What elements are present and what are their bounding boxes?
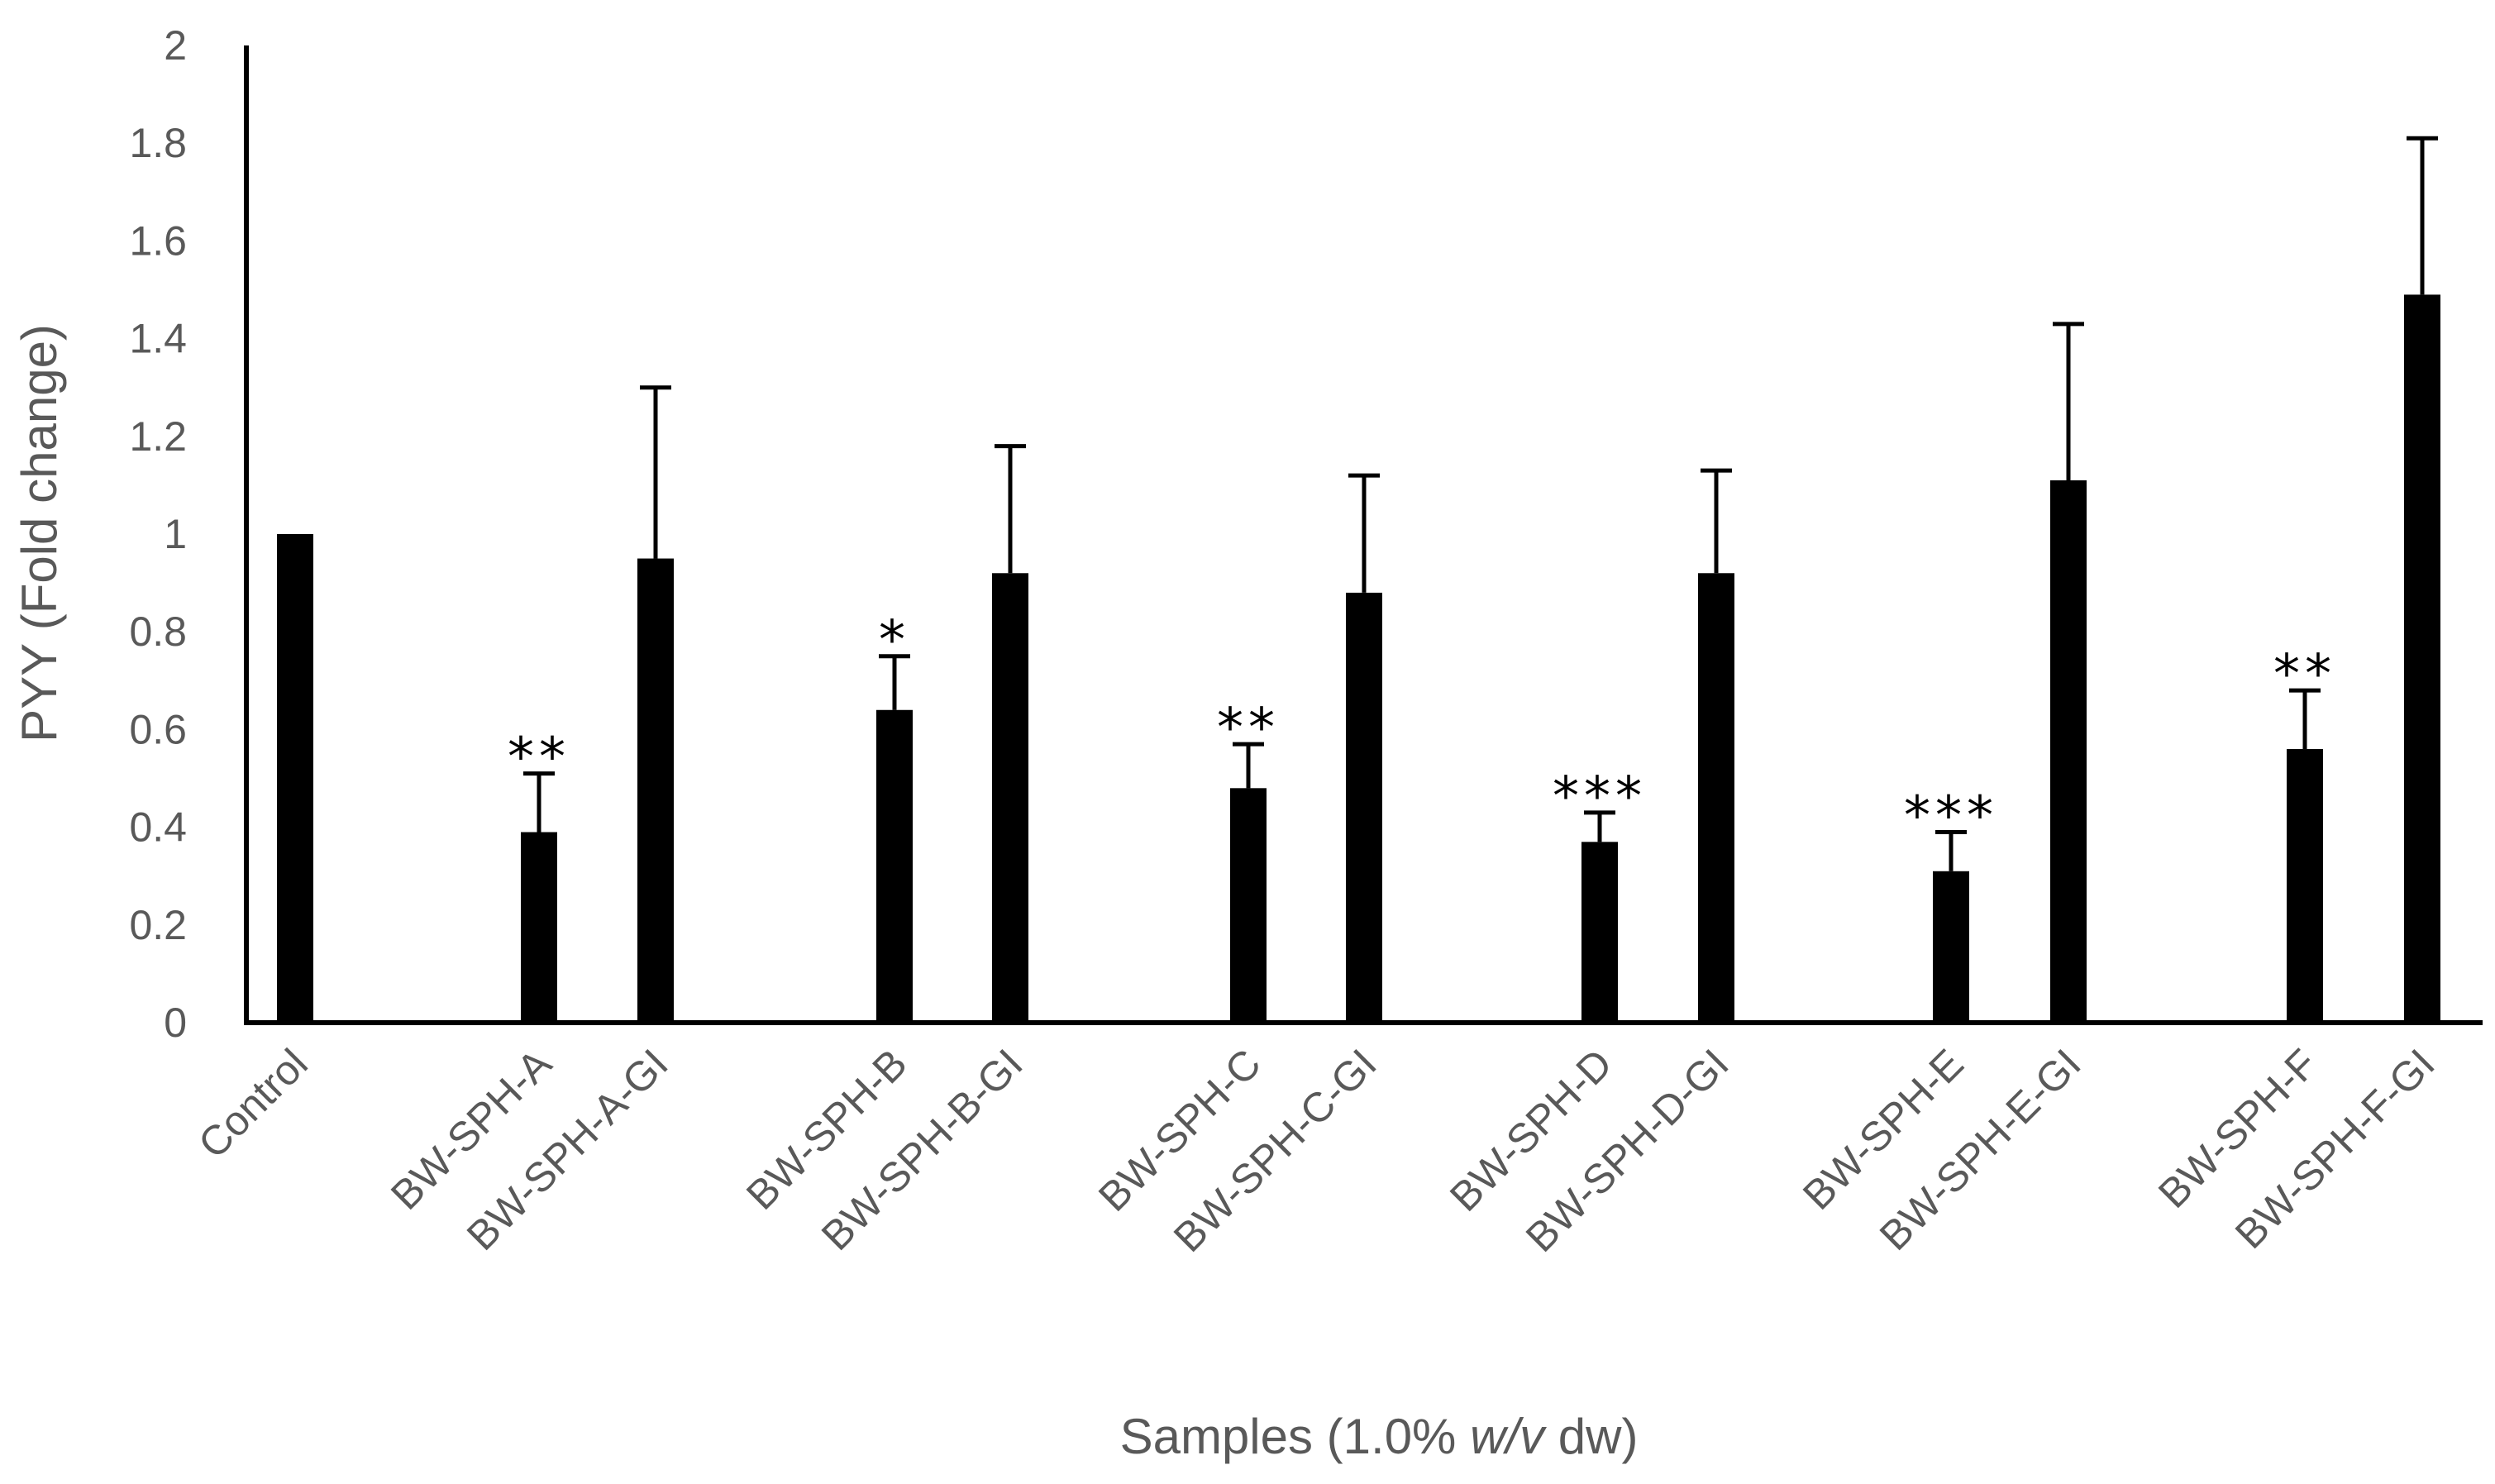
bar [1698,573,1734,1023]
x-tick-label: BW-SPH-B-GI [813,1040,1032,1259]
y-axis-title: PYY (Fold change) [12,324,67,742]
bar [876,709,913,1023]
bar [1346,592,1382,1023]
significance-label: * [879,610,910,671]
significance-label: *** [1553,766,1647,828]
y-tick-label: 1.2 [129,413,187,460]
bars [277,294,2440,1023]
y-axis-ticks: 0 0.2 0.4 0.6 0.8 1 1.2 1.4 1.6 1.8 2 [129,22,187,1046]
error-bars [523,136,2438,871]
x-axis-title: Samples (1.0% w/v dw) [1120,1409,1639,1464]
y-tick-label: 1.6 [129,217,187,264]
x-tick-label: BW-SPH-E-GI [1871,1040,2090,1259]
bar [637,558,674,1023]
bar [1230,788,1267,1023]
significance-markers: ******** ***** [508,610,2336,847]
x-tick-label: BW-SPH-A-GI [458,1040,677,1259]
significance-label: *** [1904,786,1998,847]
y-tick-label: 0.4 [129,804,187,851]
bar [277,534,313,1023]
bar [2404,294,2440,1023]
bar [521,832,557,1023]
bar [1933,871,1969,1023]
bar [2050,480,2087,1023]
y-tick-label: 1.8 [129,120,187,166]
y-tick-label: 0.6 [129,706,187,752]
significance-label: ** [2273,644,2336,705]
y-tick-label: 2 [164,22,187,69]
y-tick-label: 1 [164,511,187,557]
y-tick-label: 1.4 [129,316,187,362]
significance-label: ** [1217,698,1280,759]
significance-label: ** [508,728,570,789]
x-tick-label: BW-SPH-F-GI [2226,1040,2444,1257]
x-tick-label: BW-SPH-D-GI [1517,1040,1738,1261]
y-tick-label: 0.2 [129,902,187,948]
bar [2287,749,2323,1023]
y-tick-label: 0.8 [129,608,187,655]
x-tick-label: BW-SPH-C-GI [1165,1040,1386,1261]
bar [992,573,1028,1023]
x-axis-category-labels: Control BW-SPH-ABW-SPH-A-GI BW-SPH-BBW-SPH… [189,1040,2444,1261]
y-tick-label: 0 [164,1000,187,1046]
x-tick-label: Control [189,1040,317,1167]
bar [1581,842,1618,1023]
